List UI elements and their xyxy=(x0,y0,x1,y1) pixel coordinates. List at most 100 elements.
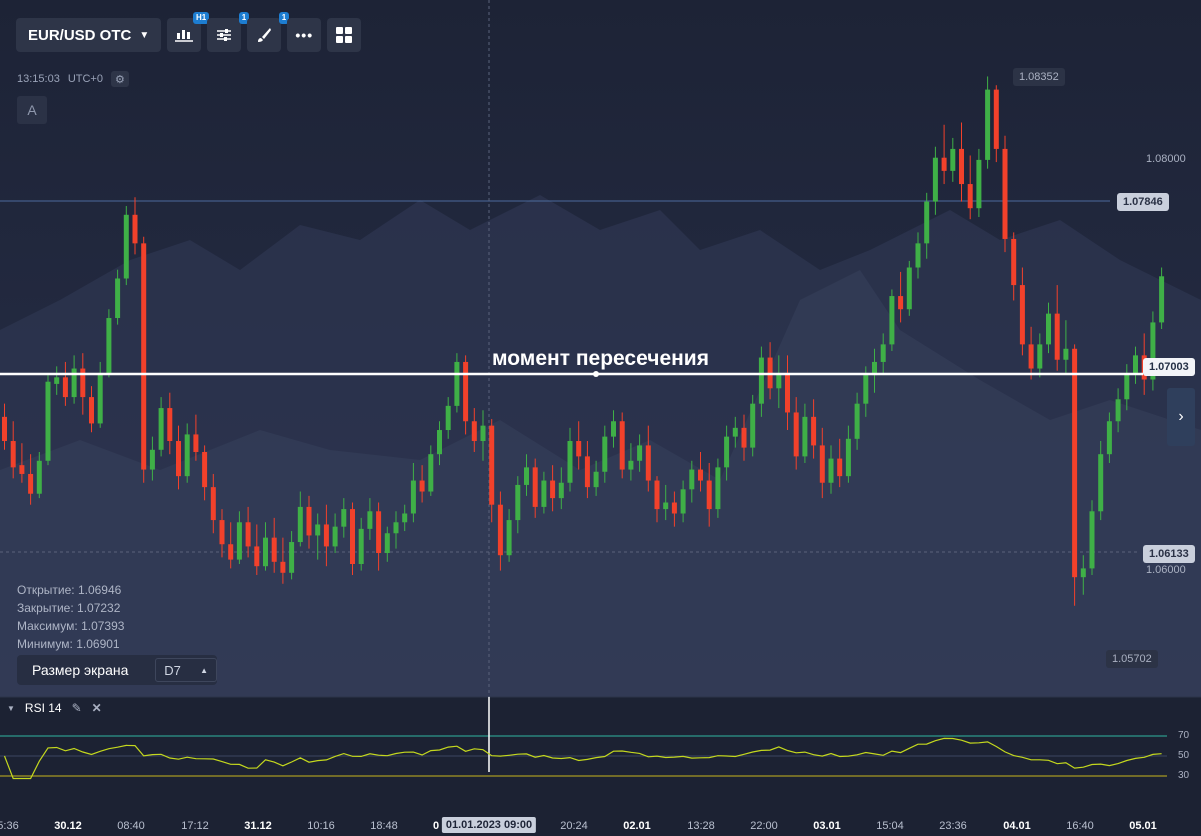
candle-bear xyxy=(19,465,25,474)
candle-bear xyxy=(811,416,817,446)
candle-bull xyxy=(732,427,738,437)
timeframe-button[interactable]: H1 xyxy=(167,12,210,52)
candle-bear xyxy=(463,361,469,422)
candle-bull xyxy=(1046,313,1051,345)
candle-bull xyxy=(715,467,721,510)
candle-bull xyxy=(628,460,634,470)
pencil-icon[interactable]: ✎ xyxy=(71,701,82,715)
timeframe-badge: H1 xyxy=(193,12,210,24)
candle-bear xyxy=(654,480,660,510)
candle-bull xyxy=(332,526,338,547)
scroll-right-button[interactable]: › xyxy=(1167,388,1195,446)
candle-bull xyxy=(263,537,268,567)
candle-bull xyxy=(593,471,599,488)
candle-bear xyxy=(228,544,234,560)
candle-bull xyxy=(541,480,547,507)
x-tick: 16:40 xyxy=(1066,820,1094,832)
candle-bull xyxy=(689,469,695,490)
drawings-badge: 1 xyxy=(278,12,290,24)
ohlc-close-row: Закрытие: 1.07232 xyxy=(17,599,124,617)
candle-bull xyxy=(1115,399,1121,422)
dashed-level-label: 1.06133 xyxy=(1143,545,1195,563)
candle-bull xyxy=(115,278,121,319)
candle-bear xyxy=(10,441,16,468)
candle-bear xyxy=(1028,344,1034,369)
auto-scale-button[interactable]: A xyxy=(17,96,47,124)
asset-selector-button[interactable]: EUR/USD OTC ▼ xyxy=(16,18,162,52)
candle-bull xyxy=(393,522,399,534)
candle-bull xyxy=(1080,568,1086,578)
candle-bull xyxy=(1133,355,1138,373)
crossing-point xyxy=(593,371,599,377)
candle-bull xyxy=(149,449,155,470)
candle-bull xyxy=(506,520,512,556)
x-tick: 17:12 xyxy=(181,820,209,832)
asset-label: EUR/USD OTC xyxy=(28,26,132,44)
candle-bear xyxy=(1019,285,1025,345)
collapse-icon[interactable]: ▼ xyxy=(7,703,15,713)
rsi-level-70: 70 xyxy=(1178,730,1190,741)
candle-bull xyxy=(123,214,129,279)
grid-icon xyxy=(336,27,353,43)
chevron-right-icon: › xyxy=(1178,408,1184,425)
candle-bear xyxy=(471,421,477,442)
ohlc-low-label: Минимум: xyxy=(17,637,73,651)
candle-bull xyxy=(750,403,756,448)
indicators-badge: 1 xyxy=(238,12,250,24)
candle-bull xyxy=(454,361,460,406)
layout-button[interactable] xyxy=(327,18,362,52)
candle-bull xyxy=(54,377,60,384)
candle-bull xyxy=(410,480,416,514)
candle-bull xyxy=(289,542,295,573)
candle-bull xyxy=(976,159,982,209)
candle-bull xyxy=(184,434,190,477)
candle-bear xyxy=(497,504,503,556)
x-tick: 13:28 xyxy=(687,820,715,832)
candle-bull xyxy=(880,344,886,362)
candle-bear xyxy=(176,441,181,477)
ohlc-high-label: Максимум: xyxy=(17,619,78,633)
candle-bear xyxy=(193,434,199,452)
candle-bull xyxy=(1124,372,1130,400)
candle-bear xyxy=(376,511,382,554)
price-level-1.08: 1.08000 xyxy=(1146,153,1186,165)
ohlc-open-row: Открытие: 1.06946 xyxy=(17,581,124,599)
x-tick: 15:04 xyxy=(876,820,904,832)
candle-bear xyxy=(619,421,625,470)
ohlc-close-label: Закрытие: xyxy=(17,601,74,615)
candle-bull xyxy=(602,436,608,472)
screen-size-select[interactable]: D7 ▲ xyxy=(155,658,217,682)
x-tick: 03.01 xyxy=(813,820,841,832)
candle-bull xyxy=(680,489,686,514)
close-icon[interactable]: ✕ xyxy=(91,701,102,715)
clock-row: 13:15:03 UTC+0 ⚙ xyxy=(17,71,129,87)
drawings-button[interactable]: 1 xyxy=(247,12,290,52)
candle-bull xyxy=(384,533,390,554)
screen-size-control: Размер экрана D7 ▲ xyxy=(17,655,217,685)
indicators-button[interactable]: 1 xyxy=(207,12,250,52)
candle-bear xyxy=(819,445,825,483)
candle-bear xyxy=(132,214,138,244)
candle-bear xyxy=(1054,313,1060,360)
candle-bull xyxy=(1089,511,1095,569)
gear-icon[interactable]: ⚙ xyxy=(110,71,129,87)
candle-bear xyxy=(741,427,747,448)
candle-bull xyxy=(567,441,573,483)
candle-bear xyxy=(1002,148,1008,239)
more-button[interactable]: ••• xyxy=(287,18,322,52)
candle-bull xyxy=(932,157,938,202)
candle-bear xyxy=(837,458,843,477)
ohlc-low-value: 1.06901 xyxy=(76,637,120,651)
candle-bear xyxy=(550,480,556,499)
candle-bull xyxy=(663,502,669,510)
candle-bull xyxy=(828,458,834,483)
price-level-1.06: 1.06000 xyxy=(1146,564,1186,576)
candle-bull xyxy=(437,430,442,455)
candle-bull xyxy=(402,513,408,523)
clock-timezone: UTC+0 xyxy=(67,73,103,85)
candle-bear xyxy=(89,397,94,424)
x-tick: 20:24 xyxy=(560,820,588,832)
candle-bull xyxy=(445,405,451,431)
candle-bull xyxy=(71,368,77,398)
